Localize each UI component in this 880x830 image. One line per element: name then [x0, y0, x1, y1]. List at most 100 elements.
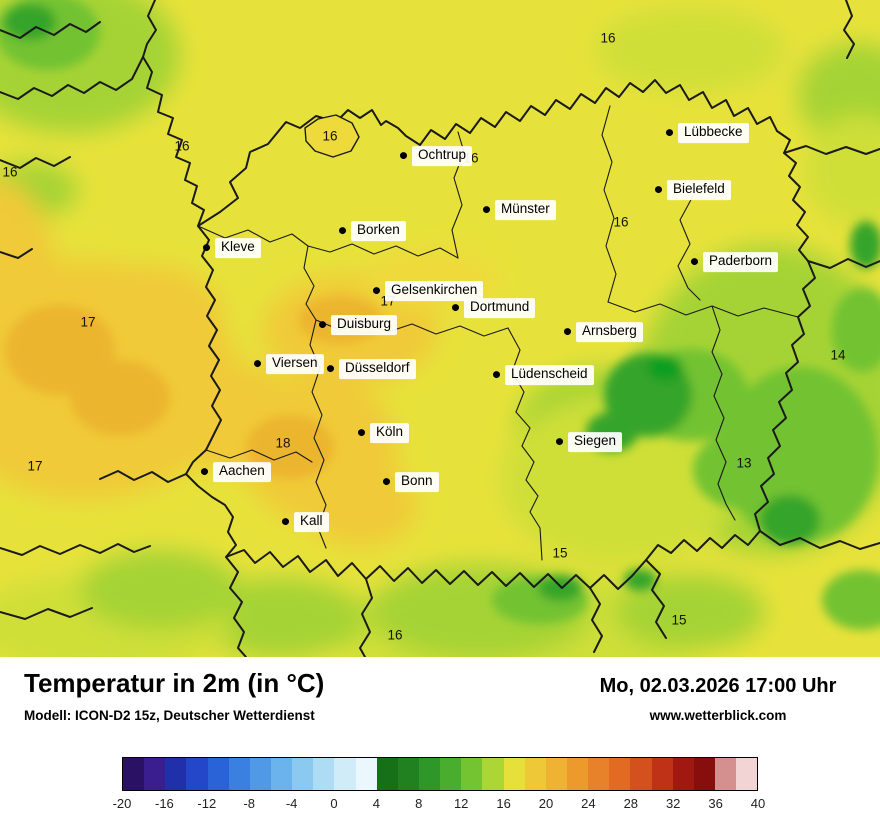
city-marker: Köln	[358, 423, 410, 443]
color-scale-segment	[651, 758, 673, 790]
color-scale-segment	[693, 758, 715, 790]
border-lines	[0, 0, 880, 657]
footer-left: Temperatur in 2m (in °C) Modell: ICON-D2…	[24, 668, 325, 723]
city-marker: Arnsberg	[564, 322, 643, 342]
city-marker: Borken	[339, 221, 406, 241]
color-scale-tick-label: 0	[330, 796, 338, 811]
city-marker: Duisburg	[319, 315, 398, 335]
color-scale-segment	[144, 758, 166, 790]
temperature-value: 16	[174, 138, 190, 154]
city-dot	[556, 438, 563, 446]
city-dot	[452, 304, 459, 312]
city-dot	[358, 429, 365, 437]
city-label: Aachen	[213, 462, 271, 482]
color-scale-segment	[566, 758, 589, 790]
color-scale-segment	[609, 758, 631, 790]
city-marker: Bielefeld	[655, 180, 731, 200]
city-marker: Lüdenscheid	[493, 365, 594, 385]
city-marker: Lübbecke	[666, 123, 749, 143]
color-scale-segment	[376, 758, 398, 790]
city-dot	[400, 152, 407, 160]
color-scale-tick-label: 20	[538, 796, 554, 811]
footer: Temperatur in 2m (in °C) Modell: ICON-D2…	[0, 657, 880, 830]
color-scale: -20 -16 -12 -8 -4 0 4 8 12 16 20 24 28 32 36 40	[113, 757, 765, 814]
color-scale-segment	[397, 758, 419, 790]
city-label: Dortmund	[464, 298, 536, 318]
city-label: Duisburg	[331, 315, 398, 335]
city-dot	[319, 321, 326, 329]
color-scale-tick-label: 4	[372, 796, 381, 811]
city-label: Kleve	[215, 238, 261, 258]
color-scale-segment	[186, 758, 208, 790]
color-scale-segment	[228, 758, 250, 790]
city-label: Kall	[294, 512, 329, 532]
city-dot	[655, 186, 662, 194]
map-area: 161616161616171714181713151516 OchtrupLü…	[0, 0, 880, 657]
color-scale-segment	[588, 758, 610, 790]
color-scale-tick-label: -8	[243, 796, 255, 811]
city-dot	[327, 365, 334, 373]
city-marker: Viersen	[254, 354, 324, 374]
city-marker: Düsseldorf	[327, 359, 416, 379]
color-scale-segment	[630, 758, 652, 790]
website: www.wetterblick.com	[649, 708, 787, 723]
temperature-labels: 161616161616171714181713151516	[2, 30, 846, 643]
city-dot	[666, 129, 673, 137]
temperature-value: 16	[600, 30, 616, 46]
color-scale-segment	[418, 758, 441, 790]
map-title: Temperatur in 2m (in °C)	[24, 668, 325, 698]
temperature-value: 16	[322, 128, 338, 144]
city-marker: Münster	[483, 200, 556, 220]
color-scale-tick-label: -4	[285, 796, 298, 811]
color-scale-segment	[736, 758, 758, 790]
city-markers: Ochtrup Lübbecke Bielefeld Münster Borken Kle…	[201, 123, 779, 532]
color-scale-tick-label: -20	[112, 796, 132, 811]
temperature-value: 13	[736, 455, 752, 471]
color-scale-tick-label: 8	[415, 796, 423, 811]
temperature-value: 16	[613, 214, 629, 230]
city-label: Ochtrup	[412, 146, 473, 166]
temperature-value: 15	[671, 612, 687, 628]
color-scale-segment	[334, 758, 356, 790]
color-scale-segment	[270, 758, 293, 790]
city-label: Münster	[495, 200, 556, 220]
city-dot	[493, 371, 500, 379]
city-label: Arnsberg	[576, 322, 643, 342]
map-svg	[0, 0, 880, 657]
city-dot	[383, 478, 390, 486]
color-scale-segment	[207, 758, 229, 790]
city-label: Viersen	[266, 354, 324, 374]
city-marker: Siegen	[556, 432, 623, 452]
model-info: Modell: ICON-D2 15z, Deutscher Wetterdie…	[24, 707, 315, 723]
city-dot	[339, 227, 346, 235]
city-marker: Paderborn	[691, 252, 779, 272]
color-scale-tick-label: 24	[581, 796, 596, 811]
color-scale-segment	[503, 758, 525, 790]
color-scale-segment	[292, 758, 314, 790]
city-dot	[691, 258, 698, 266]
color-scale-tick-label: 12	[453, 796, 469, 811]
color-scale-tick-label: 16	[496, 796, 511, 811]
temperature-field-detail	[0, 0, 880, 630]
temperature-value: 17	[80, 314, 96, 330]
temperature-value: 14	[830, 347, 846, 363]
city-label: Paderborn	[703, 252, 779, 272]
city-marker: Bonn	[383, 472, 439, 492]
city-marker: Ochtrup	[400, 146, 473, 166]
city-dot	[564, 328, 571, 336]
city-label: Lüdenscheid	[505, 365, 594, 385]
color-scale-tick-label: 36	[708, 796, 723, 811]
temperature-value: 18	[275, 435, 291, 451]
city-label: Lübbecke	[678, 123, 749, 143]
color-scale-segment	[313, 758, 335, 790]
temperature-value: 16	[2, 164, 18, 180]
temperature-value: 17	[27, 458, 43, 474]
city-marker: Kall	[282, 512, 329, 532]
color-scale-segment	[545, 758, 567, 790]
color-scale-bar	[122, 757, 758, 791]
color-scale-segment	[249, 758, 271, 790]
city-label: Bonn	[395, 472, 439, 492]
city-label: Gelsenkirchen	[385, 281, 484, 301]
color-scale-tick-label: -16	[154, 796, 174, 811]
